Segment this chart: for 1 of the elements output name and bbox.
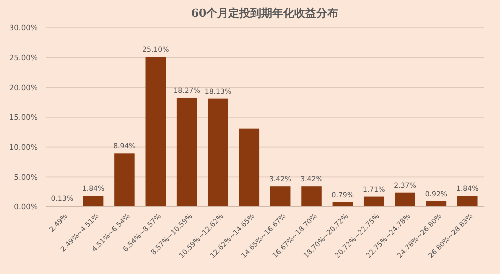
chart-title: 60个月定投到期年化收益分布 (191, 7, 339, 20)
